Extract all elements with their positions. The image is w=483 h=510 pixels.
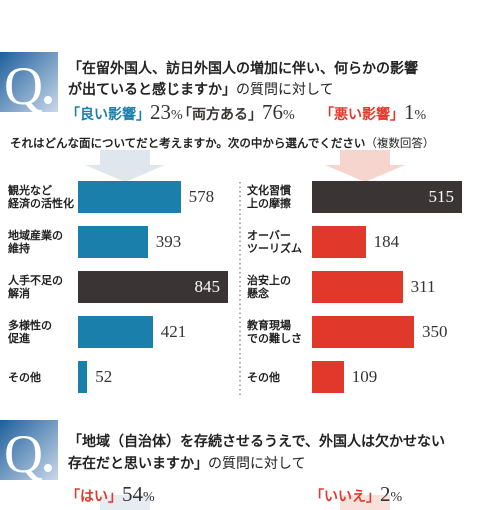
answer-unit: %	[283, 108, 295, 123]
question-text: 存在だと思いますか」	[68, 456, 208, 472]
answer: 「いいえ」2%	[310, 482, 402, 507]
answer: 「悪い影響」1%	[320, 100, 426, 125]
category-label: その他	[247, 370, 280, 384]
value-label: 109	[351, 367, 378, 386]
svg-text:Q: Q	[4, 424, 43, 484]
bar	[78, 181, 181, 213]
bar	[312, 316, 414, 348]
answer-label: 「いいえ」	[310, 489, 380, 505]
question-line: 存在だと思いますか」の質問に対して	[68, 453, 306, 473]
bar	[78, 226, 148, 258]
answer-label: 「はい」	[66, 489, 122, 505]
subtitle-text: （複数回答）	[365, 136, 435, 150]
answer-label: 「悪い影響」	[320, 107, 404, 123]
answer-value: 76	[262, 100, 283, 124]
category-label: 観光など 経済の活性化	[8, 184, 74, 210]
answer-value: 2	[380, 482, 391, 506]
value-label: 578	[188, 187, 215, 206]
value-label: 393	[155, 232, 182, 251]
answer-unit: %	[171, 108, 183, 123]
question-line: 「在留外国人、訪日外国人の増加に伴い、何らかの影響	[68, 61, 418, 77]
answer-value: 54	[122, 482, 143, 506]
answer-label: 「良い影響」	[66, 107, 150, 123]
value-label: 184	[373, 232, 400, 251]
category-label: 教育現場 での難しさ	[247, 319, 302, 345]
answer-value: 1	[404, 100, 415, 124]
bar	[78, 271, 228, 303]
answer-unit: %	[143, 490, 155, 505]
question-text: の質問に対して	[236, 82, 334, 98]
bar	[312, 361, 344, 393]
category-label: その他	[8, 370, 41, 384]
subtitle-text: それはどんな面についてだと考えますか。次の中から選んでください	[10, 136, 366, 150]
bar	[312, 226, 366, 258]
answer-unit: %	[414, 108, 427, 123]
value-label: 311	[410, 277, 436, 296]
question-line: が出ていると感じますか」の質問に対して	[68, 79, 334, 99]
value-label: 845	[194, 277, 221, 296]
answer: 「良い影響」23%	[66, 100, 183, 125]
answer-label: 「両方ある」	[178, 107, 262, 123]
svg-text:Q: Q	[4, 56, 43, 116]
bar	[312, 271, 403, 303]
value-label: 421	[160, 322, 187, 341]
question-text: の質問に対して	[208, 456, 306, 472]
bar	[312, 181, 462, 213]
category-label: 文化習慣 上の摩擦	[247, 184, 291, 210]
category-label: 地域産業の 維持	[8, 229, 63, 255]
category-label: 治安上の 懸念	[247, 274, 291, 300]
answer: 「はい」54%	[66, 482, 155, 507]
value-label: 52	[95, 367, 113, 386]
category-label: 多様性の 促進	[8, 319, 52, 345]
bar	[78, 361, 88, 393]
question-text: が出ていると感じますか」	[68, 82, 236, 98]
answer-value: 23	[150, 100, 171, 124]
answer: 「両方ある」76%	[178, 100, 295, 125]
category-label: 人手不足の 解消	[8, 274, 63, 300]
subtitle: それはどんな面についてだと考えますか。次の中から選んでください（複数回答）	[10, 135, 434, 151]
question-line: 「地域（自治体）を存続させるうえで、外国人は欠かせない	[68, 434, 446, 450]
answer-unit: %	[390, 490, 403, 505]
value-label: 350	[421, 322, 448, 341]
bar	[78, 316, 153, 348]
category-label: オーバー ツーリズム	[247, 229, 302, 255]
value-label: 515	[428, 187, 455, 206]
